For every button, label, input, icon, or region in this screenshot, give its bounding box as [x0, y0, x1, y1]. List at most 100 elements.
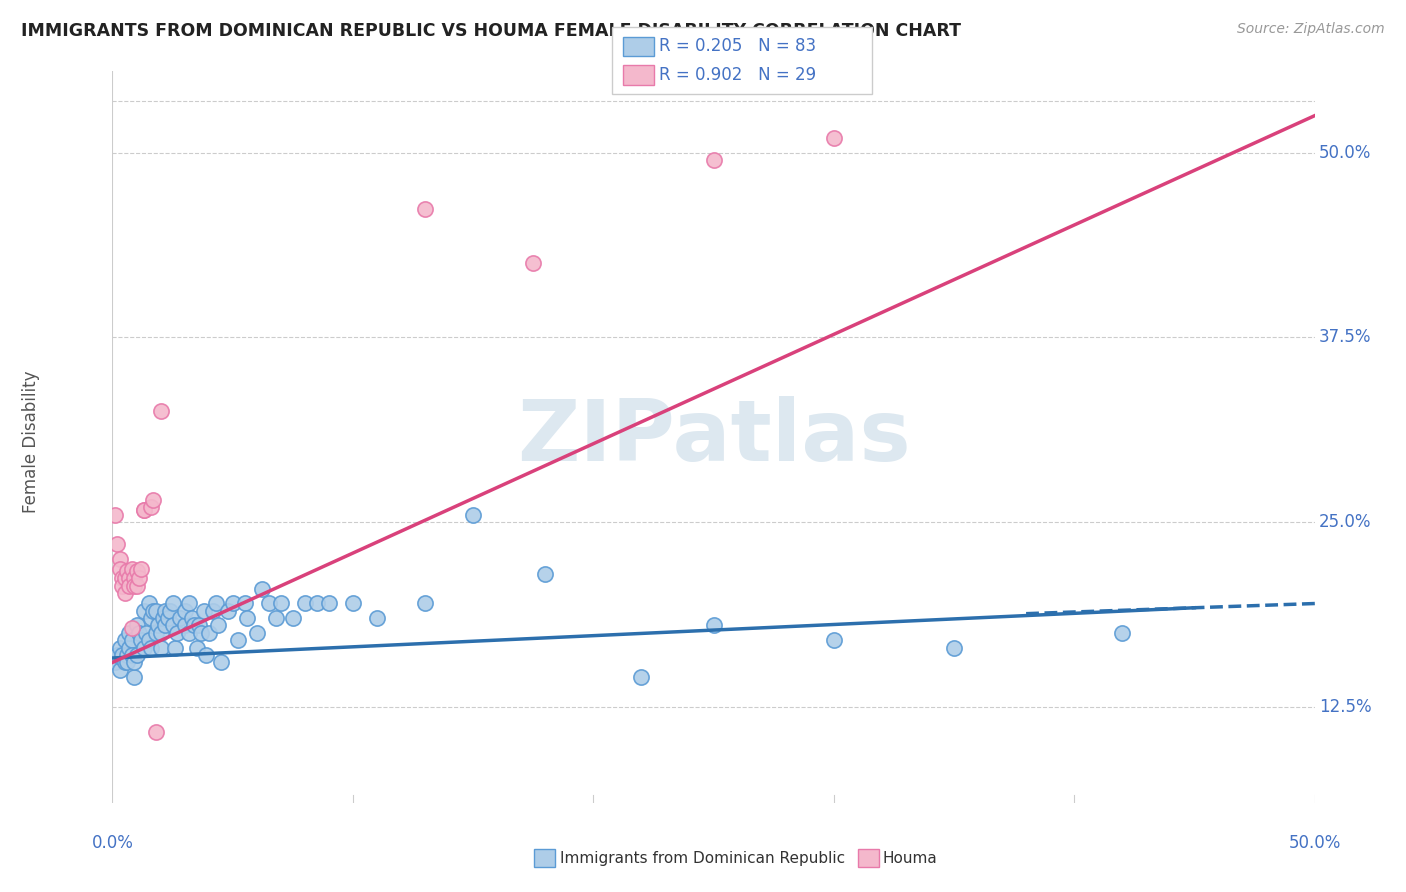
Point [128, 625, 150, 640]
Point [202, 604, 225, 618]
Point [118, 625, 141, 640]
Point [121, 648, 143, 662]
Point [823, 131, 845, 145]
Point [114, 656, 136, 670]
Point [125, 564, 148, 578]
Point [942, 640, 965, 655]
Text: 37.5%: 37.5% [1319, 328, 1371, 346]
Point [702, 153, 725, 167]
Point [173, 618, 195, 632]
Point [222, 596, 245, 610]
Text: R = 0.205   N = 83: R = 0.205 N = 83 [659, 37, 817, 55]
Point [132, 604, 155, 618]
Point [105, 537, 128, 551]
Point [105, 648, 128, 662]
Text: 12.5%: 12.5% [1319, 698, 1371, 715]
Point [246, 625, 269, 640]
Point [305, 596, 328, 610]
Point [413, 596, 436, 610]
Text: Female Disability: Female Disability [22, 370, 39, 513]
Point [149, 625, 172, 640]
Point [132, 640, 155, 655]
Point [118, 571, 141, 585]
Point [115, 648, 138, 662]
Point [413, 202, 436, 216]
Point [342, 596, 364, 610]
Point [318, 596, 340, 610]
Point [114, 633, 136, 648]
Point [122, 656, 145, 670]
Point [183, 618, 205, 632]
Point [104, 656, 127, 670]
Text: Immigrants from Dominican Republic: Immigrants from Dominican Republic [560, 851, 845, 865]
Point [823, 633, 845, 648]
Point [139, 500, 162, 515]
Point [135, 625, 157, 640]
Point [118, 578, 141, 592]
Text: 50.0%: 50.0% [1288, 834, 1341, 852]
Text: R = 0.902   N = 29: R = 0.902 N = 29 [659, 66, 817, 84]
Point [121, 633, 143, 648]
Point [236, 611, 259, 625]
Point [209, 656, 232, 670]
Point [162, 618, 184, 632]
Point [173, 604, 195, 618]
Point [118, 640, 141, 655]
Point [205, 596, 228, 610]
Point [190, 625, 212, 640]
Point [114, 571, 136, 585]
Point [264, 611, 287, 625]
Point [169, 611, 191, 625]
Point [702, 618, 725, 632]
Point [122, 578, 145, 592]
Point [139, 611, 162, 625]
Point [122, 571, 145, 585]
Point [128, 571, 150, 585]
Text: 25.0%: 25.0% [1319, 513, 1371, 531]
Point [111, 651, 134, 665]
Point [132, 503, 155, 517]
Point [159, 604, 181, 618]
Point [146, 618, 169, 632]
Point [179, 625, 201, 640]
Point [1111, 625, 1133, 640]
Point [142, 492, 165, 507]
Point [145, 724, 167, 739]
Point [233, 596, 256, 610]
Point [197, 625, 219, 640]
Text: 0.0%: 0.0% [91, 834, 134, 852]
Point [281, 611, 304, 625]
Point [125, 578, 148, 592]
Point [108, 663, 131, 677]
Point [156, 611, 179, 625]
Point [179, 596, 201, 610]
Point [131, 633, 153, 648]
Point [152, 611, 174, 625]
Point [121, 622, 143, 636]
Text: Houma: Houma [883, 851, 938, 865]
Point [145, 604, 167, 618]
Point [121, 562, 143, 576]
Point [142, 604, 165, 618]
Point [522, 256, 544, 270]
Point [138, 633, 160, 648]
Text: 50.0%: 50.0% [1319, 144, 1371, 161]
Point [217, 604, 239, 618]
Point [186, 640, 208, 655]
Point [115, 656, 138, 670]
Point [114, 586, 136, 600]
Point [139, 640, 162, 655]
Point [250, 582, 273, 596]
Point [166, 625, 188, 640]
Point [138, 596, 160, 610]
Point [270, 596, 292, 610]
Point [111, 578, 134, 592]
Point [294, 596, 316, 610]
Point [125, 618, 148, 632]
Point [108, 640, 131, 655]
Point [163, 640, 186, 655]
Point [111, 571, 134, 585]
Point [155, 618, 177, 632]
Point [461, 508, 484, 522]
Point [149, 404, 172, 418]
